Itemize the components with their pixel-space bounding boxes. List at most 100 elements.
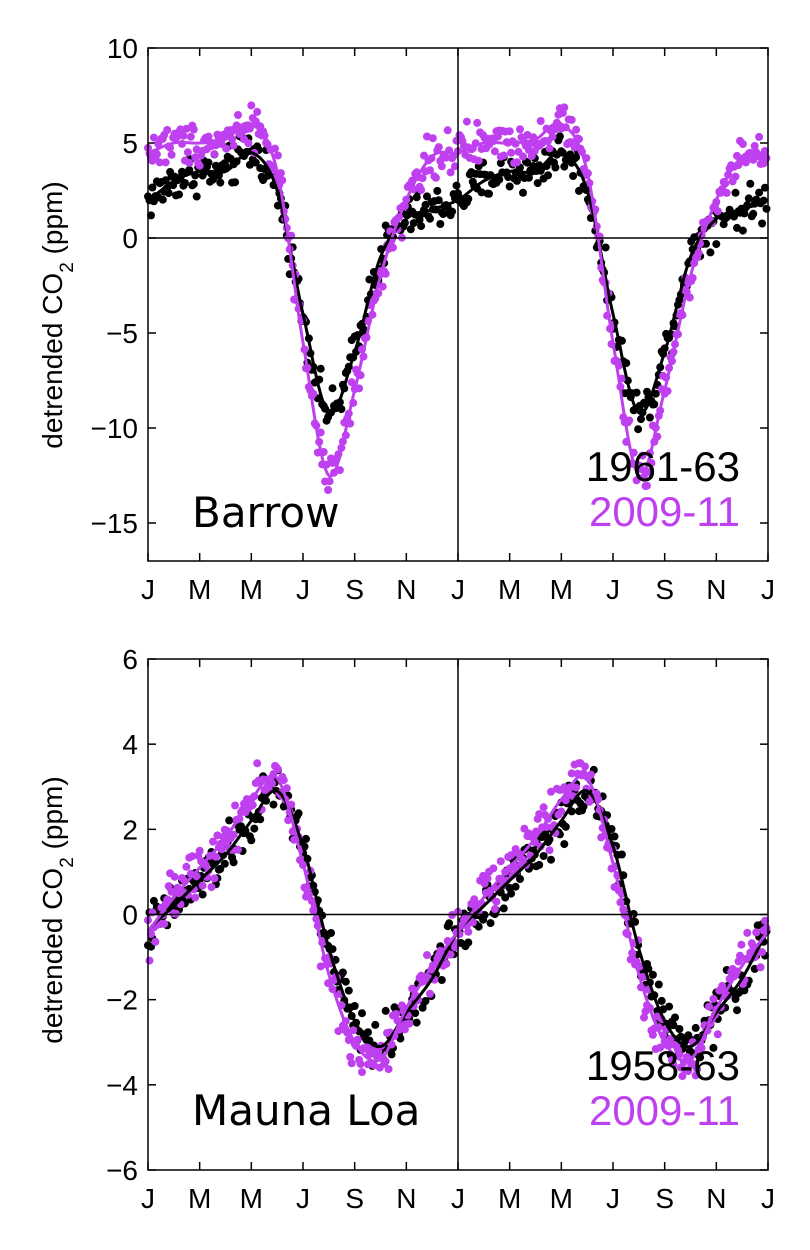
scatter-point-old — [634, 425, 643, 434]
x-tick-label: J — [141, 1183, 155, 1214]
scatter-point-old — [495, 175, 504, 184]
scatter-point-new — [151, 937, 160, 946]
scatter-point-old — [648, 970, 657, 979]
scatter-point-old — [464, 938, 473, 947]
scatter-point-new — [195, 846, 204, 855]
scatter-point-old — [669, 1021, 678, 1030]
scatter-point-old — [247, 836, 256, 845]
y-tick-label: −10 — [91, 413, 139, 444]
scatter-point-new — [446, 168, 455, 177]
scatter-point-new — [464, 927, 473, 936]
scatter-point-new — [231, 801, 240, 810]
scatter-point-old — [164, 189, 173, 198]
scatter-point-old — [499, 904, 508, 913]
scatter-point-new — [384, 1065, 393, 1074]
scatter-point-old — [730, 212, 738, 221]
scatter-point-new — [535, 810, 544, 819]
scatter-point-old — [192, 192, 201, 201]
x-tick-label: J — [451, 1183, 465, 1214]
scatter-point-old — [746, 179, 755, 188]
y-tick-label: −2 — [106, 985, 138, 1016]
scatter-point-new — [713, 207, 722, 216]
barrow-site-label: Barrow — [192, 488, 339, 537]
scatter-point-new — [446, 950, 455, 959]
scatter-point-old — [539, 852, 548, 860]
scatter-point-new — [229, 830, 238, 839]
scatter-point-new — [245, 124, 254, 133]
scatter-point-new — [161, 158, 170, 167]
scatter-point-new — [191, 893, 200, 902]
scatter-point-new — [545, 144, 554, 153]
scatter-point-new — [560, 783, 569, 792]
scatter-point-old — [712, 240, 721, 249]
scatter-point-old — [561, 822, 570, 831]
scatter-point-old — [409, 219, 418, 228]
scatter-point-old — [412, 1018, 421, 1027]
scatter-point-old — [551, 163, 560, 172]
scatter-point-old — [755, 188, 764, 197]
y-tick-label: 0 — [122, 223, 138, 254]
scatter-point-new — [204, 132, 213, 141]
scatter-point-new — [505, 127, 514, 136]
scatter-point-old — [738, 226, 747, 235]
scatter-point-new — [640, 1013, 648, 1022]
scatter-point-old — [445, 919, 454, 928]
scatter-point-old — [762, 204, 771, 213]
scatter-point-new — [358, 1068, 366, 1077]
x-tick-label: M — [188, 1183, 211, 1214]
scatter-point-new — [152, 150, 161, 159]
mauna-loa-legend-old: 1958-63 — [586, 1042, 740, 1089]
scatter-point-old — [702, 239, 710, 248]
scatter-point-old — [158, 195, 167, 204]
scatter-point-new — [431, 173, 440, 182]
scatter-point-old — [671, 1013, 679, 1022]
scatter-point-old — [733, 1006, 741, 1015]
scatter-point-new — [666, 1035, 675, 1043]
scatter-point-new — [248, 801, 257, 810]
scatter-point-old — [464, 194, 473, 203]
scatter-point-new — [442, 153, 451, 162]
scatter-point-new — [468, 918, 477, 927]
barrow-y-axis-label: detrended CO2 (ppm) — [37, 181, 78, 448]
scatter-point-new — [198, 881, 207, 890]
scatter-point-new — [638, 451, 647, 460]
scatter-point-new — [229, 141, 238, 150]
y-tick-label: 5 — [122, 128, 138, 159]
scatter-point-new — [405, 1019, 414, 1028]
scatter-point-old — [650, 400, 659, 409]
scatter-point-old — [696, 1053, 705, 1062]
scatter-point-old — [411, 1009, 420, 1018]
scatter-point-new — [279, 776, 288, 785]
scatter-point-new — [234, 111, 242, 119]
scatter-point-new — [490, 905, 499, 914]
scatter-point-new — [691, 1071, 700, 1080]
scatter-point-old — [601, 243, 610, 252]
scatter-point-new — [560, 103, 569, 112]
scatter-point-new — [210, 150, 219, 159]
scatter-point-new — [418, 174, 427, 183]
scatter-point-old — [675, 1025, 684, 1033]
scatter-point-old — [350, 1002, 359, 1010]
scatter-point-new — [179, 131, 188, 140]
scatter-point-new — [426, 166, 434, 175]
scatter-point-new — [625, 416, 634, 425]
scatter-point-old — [358, 1009, 366, 1018]
scatter-point-old — [147, 211, 155, 220]
scatter-point-new — [684, 1067, 693, 1076]
scatter-point-new — [761, 916, 769, 925]
scatter-point-old — [327, 929, 335, 937]
scatter-point-new — [572, 125, 581, 134]
y-tick-label: 4 — [122, 729, 138, 760]
scatter-point-new — [364, 1060, 372, 1069]
scatter-point-old — [501, 893, 510, 902]
scatter-point-old — [220, 859, 229, 868]
scatter-point-new — [211, 852, 220, 861]
barrow-legend-new: 2009-11 — [589, 488, 740, 535]
x-tick-label: S — [345, 1183, 364, 1214]
scatter-point-old — [434, 196, 443, 205]
scatter-point-old — [148, 183, 157, 192]
scatter-point-new — [247, 101, 256, 110]
